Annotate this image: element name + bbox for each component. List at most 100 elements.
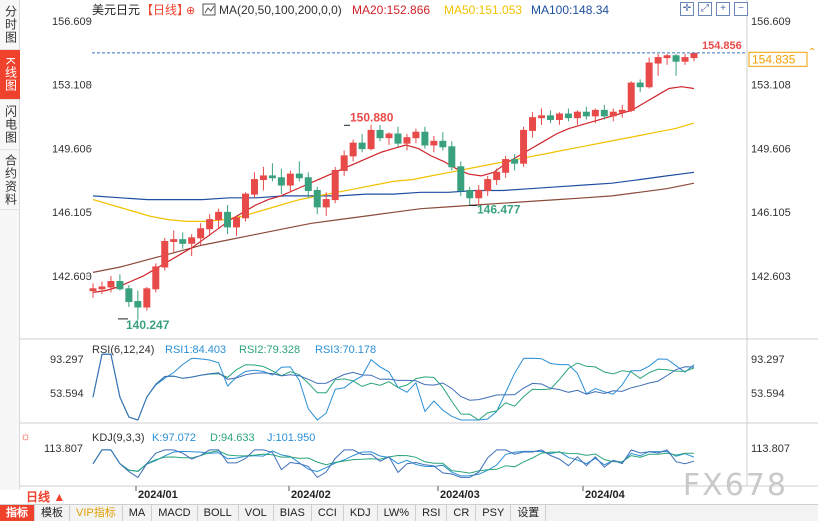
candle-3 — [116, 274, 124, 291]
template-tab[interactable]: 模板 — [35, 505, 70, 521]
kdj-tab[interactable]: KDJ — [344, 505, 378, 521]
candle-body-34 — [394, 133, 402, 144]
rsi-axis-high-right: 93.297 — [751, 354, 785, 366]
macd-tab[interactable]: MACD — [152, 505, 198, 521]
candle-body-38 — [430, 140, 438, 146]
candle-62 — [645, 57, 653, 89]
caret-up-icon: ▲ — [53, 490, 66, 504]
candle-41 — [457, 161, 465, 196]
left-axis-tick-0: 156.609 — [52, 16, 92, 28]
rsi-axis-low-right: 53.594 — [751, 388, 785, 400]
candle-31 — [367, 124, 375, 151]
candle-body-56 — [591, 109, 599, 117]
fullscreen-icon[interactable]: ⤢ — [698, 2, 712, 16]
candle-body-65 — [672, 55, 680, 62]
candle-63 — [654, 53, 662, 76]
period-selector[interactable]: 日线 ▲ — [26, 488, 65, 505]
candle-body-66 — [681, 57, 689, 62]
ma-tab[interactable]: MA — [123, 505, 153, 521]
tab-kline[interactable]: K线图 — [0, 50, 20, 100]
zoom-in-icon[interactable]: + — [716, 2, 730, 16]
candle-38 — [430, 135, 438, 153]
vip-indicator-tab[interactable]: VIP指标 — [70, 505, 123, 521]
candle-66 — [681, 53, 689, 65]
candle-body-26 — [322, 199, 330, 208]
candle-18 — [250, 172, 258, 198]
tab-time-chart[interactable]: 分时图 — [0, 0, 20, 50]
candle-body-16 — [233, 217, 241, 228]
candle-23 — [295, 161, 303, 182]
candle-body-54 — [573, 111, 581, 119]
boll-tab[interactable]: BOLL — [198, 505, 239, 521]
candle-body-46 — [502, 159, 510, 173]
candle-24 — [304, 172, 312, 198]
candle-67 — [690, 52, 698, 62]
left-axis-tick-4: 142.603 — [52, 271, 92, 283]
vol-tab[interactable]: VOL — [239, 505, 274, 521]
zoom-expand-icon[interactable]: ✛ — [680, 2, 694, 16]
candle-54 — [573, 110, 581, 125]
bias-tab[interactable]: BIAS — [274, 505, 312, 521]
candle-body-10 — [179, 239, 187, 244]
candle-10 — [179, 232, 187, 249]
candle-58 — [609, 108, 617, 122]
candle-body-27 — [331, 169, 339, 201]
candle-35 — [403, 134, 411, 151]
psy-tab[interactable]: PSY — [476, 505, 512, 521]
symbol-title: 美元日元 — [92, 3, 140, 17]
annotation-146477: 146.477 — [477, 202, 521, 216]
candle-body-43 — [475, 189, 483, 199]
cci-tab[interactable]: CCI — [312, 505, 344, 521]
candle-51 — [546, 110, 554, 124]
candlesticks — [89, 52, 698, 320]
indicator-tab-0[interactable]: 指标 — [0, 505, 35, 521]
candle-39 — [439, 132, 447, 151]
rsi-tab[interactable]: RSI — [416, 505, 448, 521]
candle-42 — [466, 186, 474, 206]
candle-body-57 — [600, 109, 608, 117]
rsi2-value: RSI2:79.328 — [239, 344, 300, 356]
candle-body-18 — [250, 179, 258, 195]
candle-48 — [520, 126, 528, 167]
kdj-d-value: D:94.633 — [210, 432, 255, 444]
candle-body-7 — [152, 266, 160, 290]
settings-sun-icon[interactable]: ☼ — [20, 429, 31, 443]
candle-56 — [591, 108, 599, 124]
candle-body-28 — [340, 155, 348, 171]
candle-59 — [618, 104, 626, 118]
cr-tab[interactable]: CR — [447, 505, 477, 521]
candle-body-51 — [546, 115, 554, 120]
rsi-line-0 — [92, 353, 695, 421]
candle-body-1 — [98, 286, 106, 290]
candle-body-6 — [143, 288, 151, 308]
candle-26 — [322, 192, 330, 216]
candle-body-17 — [241, 193, 249, 219]
tab-contract-info[interactable]: 合约资料 — [0, 150, 20, 210]
zoom-out-icon[interactable]: − — [734, 2, 748, 16]
candle-body-29 — [349, 142, 357, 157]
candle-16 — [233, 215, 241, 237]
settings-tab[interactable]: 设置 — [511, 505, 547, 521]
candle-45 — [493, 168, 501, 186]
tab-lightning[interactable]: 闪电图 — [0, 100, 20, 150]
candle-33 — [385, 132, 393, 145]
candle-body-55 — [582, 111, 590, 117]
lw-tab[interactable]: LW% — [378, 505, 417, 521]
candle-2 — [107, 276, 115, 293]
candle-36 — [412, 128, 420, 144]
chart-canvas[interactable]: 美元日元 【日线】 ⊕ MA(20,50,100,200,0,0) MA20:1… — [0, 0, 818, 504]
candle-53 — [564, 108, 572, 122]
period-label: 日线 — [26, 490, 51, 504]
refresh-icon[interactable]: ⊕ — [186, 5, 195, 17]
kdj-axis-right: 113.807 — [751, 443, 790, 455]
candle-body-9 — [170, 239, 178, 242]
candle-20 — [268, 163, 276, 182]
rsi-axis-low-left: 53.594 — [50, 388, 84, 400]
high-price-label: 154.856 — [702, 40, 742, 52]
candle-body-62 — [645, 62, 653, 88]
date-ticks — [135, 486, 584, 491]
candle-40 — [448, 141, 456, 171]
candle-body-25 — [313, 189, 321, 208]
candle-28 — [340, 150, 348, 176]
candle-14 — [215, 208, 223, 229]
